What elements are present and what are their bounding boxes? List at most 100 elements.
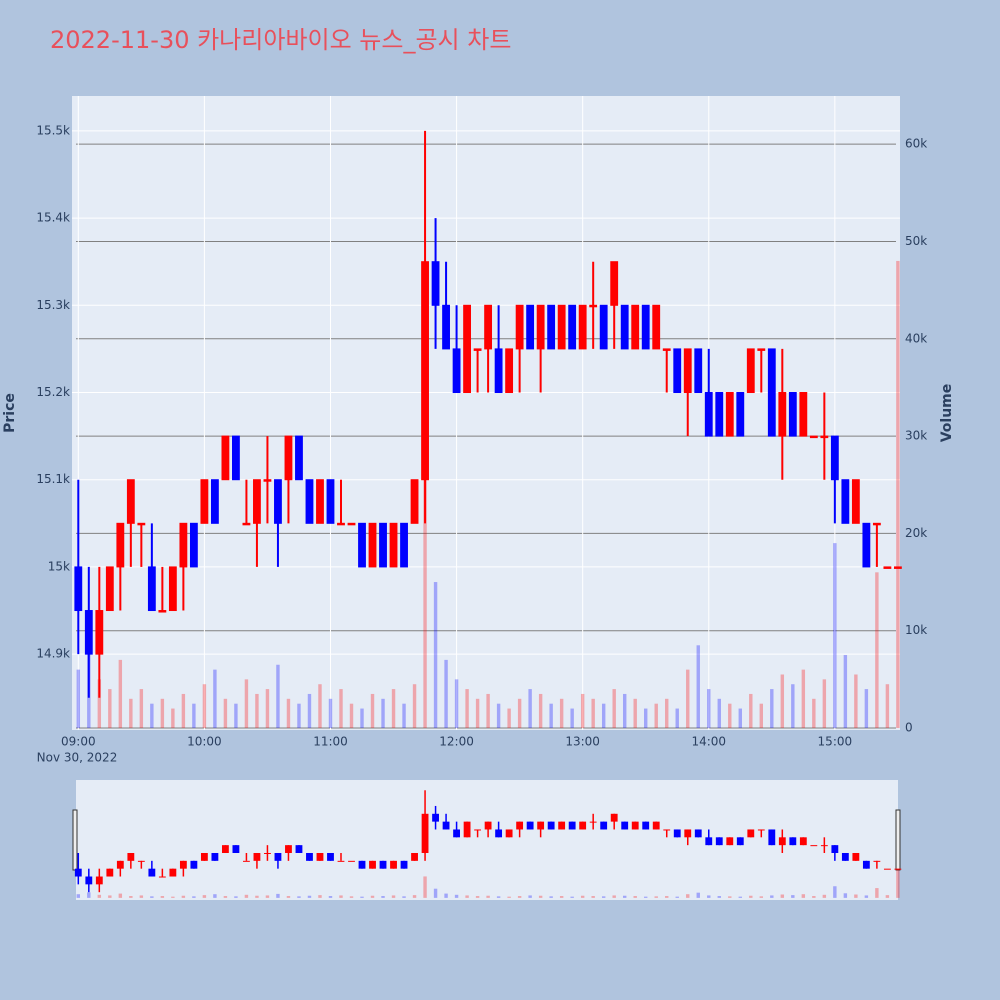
volume-bar <box>139 689 144 729</box>
slider-volume-bar <box>286 896 291 898</box>
volume-bar <box>875 572 879 729</box>
slider-candle-body <box>148 868 156 877</box>
volume-bar <box>97 679 102 729</box>
volume-bar <box>559 698 564 729</box>
candle-body <box>578 304 587 350</box>
slider-volume-bar <box>864 895 869 898</box>
slider-volume-bar <box>202 895 207 898</box>
y2-axis-title: Volume <box>939 384 955 443</box>
candle-body <box>599 304 608 350</box>
slider-volume-bar <box>728 896 732 898</box>
slider-candle-body <box>747 829 755 838</box>
slider-volume-bar <box>759 896 764 898</box>
volume-bar <box>517 698 522 729</box>
volume-bar <box>444 659 448 729</box>
volume-bar <box>665 698 669 729</box>
slider-candle-body <box>421 813 429 853</box>
slider-volume-bar <box>213 894 217 898</box>
candle-body <box>242 522 251 526</box>
slider-volume-bar <box>812 896 816 898</box>
slider-volume-bar <box>696 892 700 898</box>
x-tick-label: 10:00 <box>187 735 222 749</box>
volume-bar <box>318 684 322 729</box>
slider-candle-body <box>106 868 114 877</box>
slider-candle-body <box>137 860 145 862</box>
candle-body <box>232 435 240 481</box>
y2-tick-label: 20k <box>905 526 927 540</box>
candle-body <box>851 479 860 524</box>
slider-volume-bar <box>496 896 501 898</box>
candle-body <box>757 348 766 351</box>
slider-volume-bar <box>181 895 186 898</box>
slider-volume-bar <box>570 896 574 898</box>
candle-body <box>210 479 219 524</box>
candle-body <box>673 348 682 394</box>
y-axis-title: Price <box>2 393 18 433</box>
candle-body <box>883 566 892 569</box>
slider-candle-body <box>432 813 439 822</box>
volume-bar <box>833 543 837 729</box>
range-slider[interactable] <box>76 780 898 900</box>
y2-tick-label: 30k <box>905 429 927 443</box>
candle-body <box>284 435 293 481</box>
candle-body <box>872 522 881 526</box>
slider-volume-bar <box>349 896 354 898</box>
y-tick-label: 15.5k <box>36 123 70 137</box>
slider-candle-body <box>232 845 240 853</box>
slider-candle-body <box>537 821 545 830</box>
slider-volume-bar <box>402 896 406 898</box>
volume-bar <box>885 684 890 729</box>
slider-candle-body <box>883 868 891 870</box>
volume-bar <box>717 698 721 729</box>
volume-bar <box>822 679 827 729</box>
candle-body <box>494 348 503 394</box>
slider-volume-bar <box>391 895 396 898</box>
candle-body <box>105 566 114 612</box>
slider-volume-bar <box>675 896 679 898</box>
slider-handle-right[interactable] <box>895 809 901 871</box>
candle-body <box>168 566 177 612</box>
slider-candle-body <box>810 845 818 847</box>
x-tick-label: 15:00 <box>818 735 853 749</box>
volume-bar <box>622 693 627 729</box>
candle-body <box>379 522 387 568</box>
volume-bar <box>601 703 606 729</box>
volume-bar <box>108 689 112 729</box>
volume-bar <box>202 684 207 729</box>
slider-volume-bar <box>854 894 858 898</box>
volume-bar <box>549 703 553 729</box>
candle-body <box>337 522 345 526</box>
slider-candle-body <box>158 876 166 878</box>
candle-body <box>830 435 839 481</box>
volume-bar <box>349 703 354 729</box>
candle-body <box>620 304 629 350</box>
slider-volume-bar <box>875 888 879 898</box>
volume-bar <box>286 698 291 729</box>
candle-body <box>410 479 419 524</box>
slider-volume-bar <box>644 896 648 898</box>
slider-volume-bar <box>433 888 438 898</box>
slider-volume-bar <box>612 895 616 898</box>
slider-candle-body <box>778 837 786 846</box>
candle-body <box>589 304 598 308</box>
slider-handle-left[interactable] <box>72 809 78 871</box>
slider-candle-body <box>379 860 387 869</box>
volume-bar <box>538 693 543 729</box>
volume-bar <box>644 708 648 729</box>
candle-body <box>326 479 335 524</box>
slider-candle-body <box>610 813 618 822</box>
slider-candle-body <box>337 860 345 862</box>
x-tick-label: 09:00 <box>61 735 96 749</box>
volume-bar <box>580 693 585 729</box>
candle-body <box>862 522 871 568</box>
candle-body <box>557 304 566 350</box>
slider-volume-bar <box>255 895 259 898</box>
volume-bar <box>276 664 280 729</box>
candle-body <box>95 610 104 655</box>
slider-candle-body <box>243 860 250 862</box>
candle-body <box>841 479 850 524</box>
slider-candle-body <box>474 829 482 831</box>
slider-volume-bar <box>601 896 606 898</box>
slider-volume-bar <box>265 895 270 898</box>
candle-body <box>746 348 755 394</box>
